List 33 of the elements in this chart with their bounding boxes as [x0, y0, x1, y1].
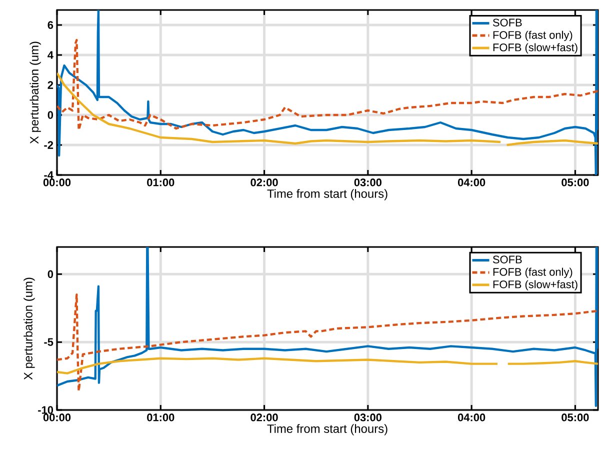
y-axis-title: X perturbation (um)	[24, 278, 35, 380]
y-axis-title: X perturbation (um)	[30, 42, 41, 144]
x-axis-title: Time from start (hours)	[267, 189, 388, 200]
x-tick-label: 04:00	[458, 414, 486, 422]
x-tick-label: 05:00	[562, 414, 589, 422]
y-tick-label: 4	[48, 51, 54, 59]
y-tick-label: 6	[48, 21, 54, 29]
legend-label: FOFB (slow+fast)	[493, 43, 578, 54]
x-tick-label: 01:00	[147, 178, 174, 186]
line-series	[57, 293, 598, 392]
legend-label: FOFB (slow+fast)	[493, 280, 578, 290]
x-tick-label: 04:00	[458, 178, 486, 186]
x-tick-label: 01:00	[147, 414, 174, 422]
y-tick-label: -2	[44, 141, 54, 149]
x-tick-label: 05:00	[562, 178, 589, 186]
x-tick-label: 00:00	[43, 414, 71, 422]
x-tick-label: 02:00	[250, 414, 278, 422]
y-tick-label: -5	[44, 338, 54, 346]
y-tick-label: -4	[44, 171, 54, 179]
line-series	[57, 247, 598, 408]
y-tick-label: 0	[48, 270, 54, 278]
x-tick-label: 02:00	[250, 178, 278, 186]
x-tick-label: 00:00	[43, 178, 71, 186]
y-tick-label: -10	[38, 406, 54, 414]
x-tick-label: 03:00	[354, 178, 382, 186]
x-axis-title: Time from start (hours)	[267, 424, 388, 436]
legend-label: SOFB	[492, 18, 522, 26]
legend-label: FOFB (fast only)	[493, 268, 572, 278]
x-tick-label: 03:00	[354, 414, 382, 422]
y-tick-label: 2	[48, 81, 54, 89]
legend-label: SOFB	[492, 256, 522, 264]
y-tick-label: 0	[48, 111, 54, 119]
legend-label: FOFB (fast only)	[493, 30, 572, 42]
